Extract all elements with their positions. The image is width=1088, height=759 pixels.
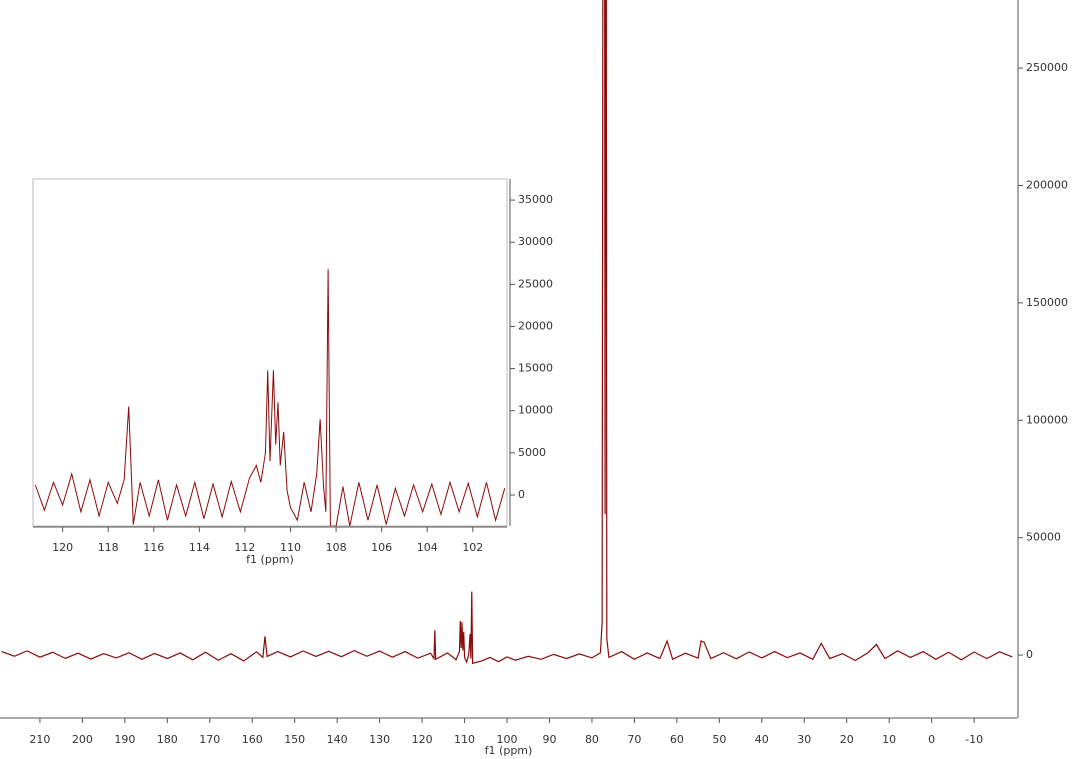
- y-tick-label: 50000: [1026, 531, 1061, 544]
- x-tick-label: 100: [497, 733, 518, 746]
- plot-area: [34, 269, 506, 526]
- x-axis-title: f1 (ppm): [485, 744, 533, 757]
- x-tick-label: 120: [52, 541, 73, 554]
- x-tick-label: 0: [928, 733, 935, 746]
- x-tick-label: 90: [542, 733, 556, 746]
- x-tick-label: 150: [284, 733, 305, 746]
- x-tick-label: 130: [369, 733, 390, 746]
- x-tick-label: 200: [72, 733, 93, 746]
- x-tick-label: 40: [755, 733, 769, 746]
- x-tick-label: 30: [797, 733, 811, 746]
- spectrum-line: [1, 0, 1013, 665]
- y-tick-label: 0: [1026, 648, 1033, 661]
- y-tick-label: 35000: [518, 193, 553, 206]
- x-tick-label: 118: [98, 541, 119, 554]
- y-tick-label: 0: [518, 488, 525, 501]
- x-tick-label: 60: [670, 733, 684, 746]
- x-tick-label: 190: [114, 733, 135, 746]
- y-tick-label: 5000: [518, 446, 546, 459]
- y-tick-label: 200000: [1026, 178, 1068, 191]
- x-tick-label: -10: [965, 733, 983, 746]
- inset-frame: [32, 178, 508, 527]
- x-tick-label: 140: [327, 733, 348, 746]
- x-tick-label: 170: [199, 733, 220, 746]
- x-tick-label: 160: [242, 733, 263, 746]
- y-tick-label: 30000: [518, 235, 553, 248]
- x-tick-label: 102: [462, 541, 483, 554]
- y-tick-label: 15000: [518, 362, 553, 375]
- x-tick-label: 110: [280, 541, 301, 554]
- x-tick-label: 120: [412, 733, 433, 746]
- y-tick-label: 150000: [1026, 296, 1068, 309]
- x-tick-label: 180: [157, 733, 178, 746]
- plot-area: [1, 0, 1013, 665]
- y-tick-label: 20000: [518, 319, 553, 332]
- spectrum-line: [34, 269, 506, 526]
- y-tick-label: 250000: [1026, 61, 1068, 74]
- x-tick-label: 106: [371, 541, 392, 554]
- x-tick-label: 10: [882, 733, 896, 746]
- x-tick-label: 210: [29, 733, 50, 746]
- y-tick-label: 10000: [518, 404, 553, 417]
- x-axis-title: f1 (ppm): [246, 553, 294, 566]
- x-tick-label: 20: [840, 733, 854, 746]
- x-tick-label: 112: [234, 541, 255, 554]
- x-tick-label: 116: [143, 541, 164, 554]
- x-tick-label: 108: [326, 541, 347, 554]
- x-tick-label: 110: [454, 733, 475, 746]
- y-tick-label: 100000: [1026, 413, 1068, 426]
- x-tick-label: 70: [627, 733, 641, 746]
- x-tick-label: 104: [417, 541, 438, 554]
- x-tick-label: 114: [189, 541, 210, 554]
- y-tick-label: 25000: [518, 277, 553, 290]
- x-tick-label: 50: [712, 733, 726, 746]
- x-tick-label: 80: [585, 733, 599, 746]
